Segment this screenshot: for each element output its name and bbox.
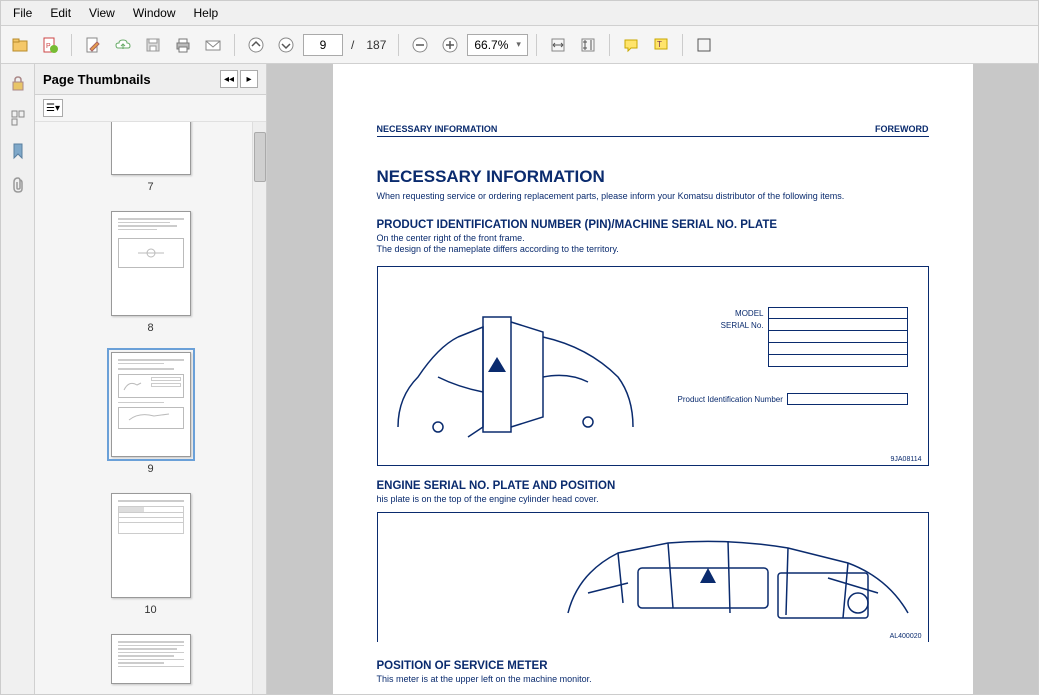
lock-icon[interactable] bbox=[7, 72, 29, 94]
comment-button[interactable] bbox=[618, 32, 644, 58]
nameplate-table: MODEL SERIAL No. Product Identification … bbox=[678, 307, 908, 405]
page-up-button[interactable] bbox=[243, 32, 269, 58]
thumbnail-page-10[interactable] bbox=[111, 493, 191, 598]
doc-pin-line2: The design of the nameplate differs acco… bbox=[377, 244, 929, 256]
menu-help[interactable]: Help bbox=[186, 3, 227, 23]
toolbar: P / 187 66.7% T bbox=[1, 26, 1038, 64]
page-separator: / bbox=[351, 38, 354, 52]
menu-window[interactable]: Window bbox=[125, 3, 184, 23]
menubar: File Edit View Window Help bbox=[1, 1, 1038, 26]
page-number-input[interactable] bbox=[303, 34, 343, 56]
bookmark-tab-icon[interactable] bbox=[7, 140, 29, 162]
doc-meter-line: This meter is at the upper left on the m… bbox=[377, 674, 929, 686]
pin-diagram: MODEL SERIAL No. Product Identification … bbox=[377, 266, 929, 466]
engine-illustration bbox=[388, 523, 918, 638]
navigation-strip bbox=[1, 64, 35, 694]
diagram-code: 9JA08114 bbox=[890, 456, 921, 463]
edit-button[interactable] bbox=[80, 32, 106, 58]
highlight-button[interactable]: T bbox=[648, 32, 674, 58]
thumbnail-page-11[interactable] bbox=[111, 634, 191, 684]
document-view[interactable]: NECESSARY INFORMATION FOREWORD NECESSARY… bbox=[267, 64, 1038, 694]
doc-intro: When requesting service or ordering repl… bbox=[377, 191, 929, 203]
diagram-code: AL400020 bbox=[890, 633, 922, 640]
zoom-out-button[interactable] bbox=[407, 32, 433, 58]
thumbnails-list[interactable]: 7 8 bbox=[35, 122, 266, 694]
thumbnail-label: 10 bbox=[144, 604, 156, 616]
fit-page-button[interactable] bbox=[575, 32, 601, 58]
thumbnail-page-7[interactable] bbox=[111, 122, 191, 175]
print-button[interactable] bbox=[170, 32, 196, 58]
page-total: 187 bbox=[366, 38, 386, 52]
menu-edit[interactable]: Edit bbox=[42, 3, 79, 23]
engine-diagram: AL400020 bbox=[377, 512, 929, 642]
thumbnails-title: Page Thumbnails bbox=[43, 72, 151, 87]
menu-view[interactable]: View bbox=[81, 3, 123, 23]
doc-engine-heading: ENGINE SERIAL NO. PLATE AND POSITION bbox=[377, 480, 929, 492]
open-file-button[interactable] bbox=[7, 32, 33, 58]
doc-meter-heading: POSITION OF SERVICE METER bbox=[377, 660, 929, 672]
email-button[interactable] bbox=[200, 32, 226, 58]
menu-file[interactable]: File bbox=[5, 3, 40, 23]
thumbnails-tab-icon[interactable] bbox=[7, 106, 29, 128]
attachment-tab-icon[interactable] bbox=[7, 174, 29, 196]
save-button[interactable] bbox=[140, 32, 166, 58]
doc-pin-heading: PRODUCT IDENTIFICATION NUMBER (PIN)/MACH… bbox=[377, 219, 929, 231]
thumbnail-page-8[interactable] bbox=[111, 211, 191, 316]
zoom-in-button[interactable] bbox=[437, 32, 463, 58]
thumbnail-label: 7 bbox=[147, 181, 153, 193]
thumb-close-button[interactable]: ▸ bbox=[240, 70, 258, 88]
page-down-button[interactable] bbox=[273, 32, 299, 58]
thumbnail-scrollbar[interactable] bbox=[252, 122, 266, 694]
zoom-select[interactable]: 66.7% bbox=[467, 34, 528, 56]
thumbnail-page-9[interactable] bbox=[111, 352, 191, 457]
doc-pin-line1: On the center right of the front frame. bbox=[377, 233, 929, 245]
thumb-options-button[interactable]: ☰▾ bbox=[43, 99, 63, 117]
thumb-prev-button[interactable]: ◂◂ bbox=[220, 70, 238, 88]
fullscreen-button[interactable] bbox=[691, 32, 717, 58]
machine-illustration bbox=[388, 277, 638, 452]
thumbnail-label: 8 bbox=[147, 322, 153, 334]
doc-header-left: NECESSARY INFORMATION bbox=[377, 124, 498, 134]
doc-header-right: FOREWORD bbox=[875, 124, 929, 134]
create-pdf-button[interactable]: P bbox=[37, 32, 63, 58]
thumbnails-panel: Page Thumbnails ◂◂ ▸ ☰▾ 7 bbox=[35, 64, 267, 694]
doc-heading: NECESSARY INFORMATION bbox=[377, 167, 929, 187]
thumbnail-label: 9 bbox=[147, 463, 153, 475]
fit-width-button[interactable] bbox=[545, 32, 571, 58]
document-page: NECESSARY INFORMATION FOREWORD NECESSARY… bbox=[333, 64, 973, 694]
doc-engine-line: his plate is on the top of the engine cy… bbox=[377, 494, 929, 506]
cloud-upload-button[interactable] bbox=[110, 32, 136, 58]
svg-text:T: T bbox=[657, 40, 662, 49]
